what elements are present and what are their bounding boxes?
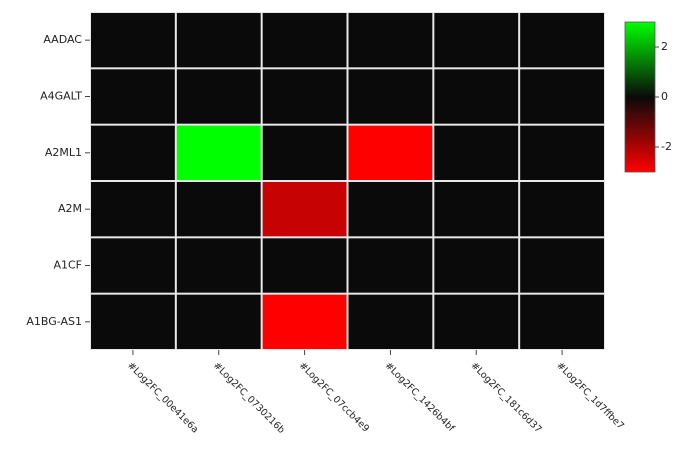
heat-cell xyxy=(520,69,604,124)
heat-cell xyxy=(348,69,433,124)
heat-cell xyxy=(520,238,604,293)
heat-cell xyxy=(262,294,347,349)
y-tick-label: AADAC xyxy=(43,33,82,46)
heat-cell xyxy=(91,13,175,68)
heat-cell xyxy=(348,294,433,349)
y-tick-label: A1CF xyxy=(53,259,82,272)
heat-cell xyxy=(262,125,347,180)
heat-cell xyxy=(91,238,175,293)
heat-cell xyxy=(434,182,519,237)
heat-cell xyxy=(520,13,604,68)
y-tick-label: A2M xyxy=(58,202,82,215)
heat-cell xyxy=(176,69,261,124)
colorbar xyxy=(624,21,656,173)
colorbar-tick-label: -2 xyxy=(661,140,672,153)
heat-cell xyxy=(348,182,433,237)
heat-cell xyxy=(348,125,433,180)
plot-background xyxy=(90,12,605,350)
heat-cell xyxy=(91,125,175,180)
heat-cell xyxy=(348,238,433,293)
heat-cell xyxy=(176,13,261,68)
x-tick-label: #Log2FC_1d7ffbe7 xyxy=(554,360,626,432)
heat-cell xyxy=(176,238,261,293)
x-tick-label: #Log2FC_07ccb4e9 xyxy=(297,360,371,434)
x-tick-label: #Log2FC_0730216b xyxy=(211,360,287,436)
heat-cell xyxy=(91,182,175,237)
x-tick-label: #Log2FC_1426b4bf xyxy=(383,360,457,434)
y-tick-label: A4GALT xyxy=(40,90,82,103)
heat-cell xyxy=(434,69,519,124)
heat-cell xyxy=(434,238,519,293)
heat-cell xyxy=(176,125,261,180)
colorbar-tick-label: 0 xyxy=(661,90,668,103)
heat-cell xyxy=(520,294,604,349)
y-tick-label: A2ML1 xyxy=(45,146,82,159)
heat-cell xyxy=(262,238,347,293)
x-tick-label: #Log2FC_00e41e6a xyxy=(125,360,200,435)
heat-cell xyxy=(434,294,519,349)
heat-cell xyxy=(91,69,175,124)
heat-cell xyxy=(176,182,261,237)
heat-cell xyxy=(434,13,519,68)
colorbar-tick-label: 2 xyxy=(661,40,668,53)
heat-cell xyxy=(348,13,433,68)
heat-cell xyxy=(176,294,261,349)
heat-cell xyxy=(520,182,604,237)
heat-cell xyxy=(434,125,519,180)
heat-cell xyxy=(520,125,604,180)
x-tick-label: #Log2FC_181c6d37 xyxy=(468,360,543,435)
heat-cell xyxy=(262,69,347,124)
heat-cell xyxy=(262,182,347,237)
heat-cell xyxy=(262,13,347,68)
y-tick-label: A1BG-AS1 xyxy=(26,315,82,328)
heat-cell xyxy=(91,294,175,349)
